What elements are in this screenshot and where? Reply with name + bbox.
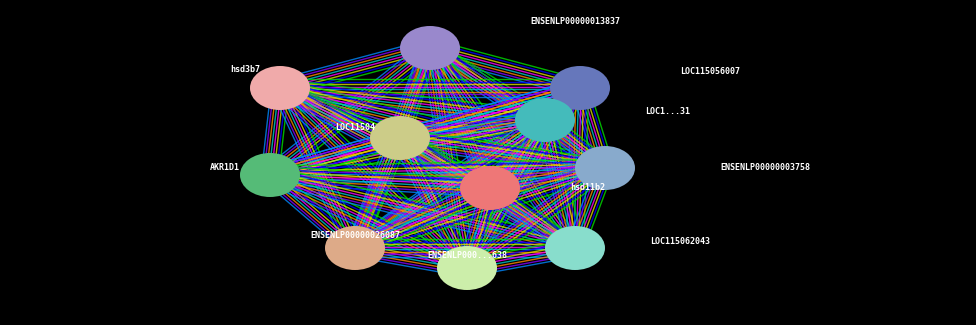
Text: ENSENLP00000003758: ENSENLP00000003758 [720,163,810,173]
Text: hsd11b2: hsd11b2 [570,184,605,192]
Text: hsd3b7: hsd3b7 [230,66,260,74]
Ellipse shape [250,66,310,110]
Ellipse shape [575,146,635,190]
Ellipse shape [370,116,430,160]
Ellipse shape [545,226,605,270]
Text: ENSENLP000...638: ENSENLP000...638 [427,252,507,261]
Ellipse shape [460,166,520,210]
Text: ENSENLP00000013837: ENSENLP00000013837 [530,18,620,27]
Text: LOC1...31: LOC1...31 [645,108,690,116]
Ellipse shape [325,226,385,270]
Ellipse shape [515,98,575,142]
Ellipse shape [400,26,460,70]
Ellipse shape [240,153,300,197]
Text: LOC11504: LOC11504 [335,124,375,133]
Text: LOC115056007: LOC115056007 [680,68,740,76]
Text: ENSENLP00000026087: ENSENLP00000026087 [310,230,400,240]
Ellipse shape [437,246,497,290]
Text: AKR1D1: AKR1D1 [210,163,240,173]
Ellipse shape [550,66,610,110]
Text: LOC115062043: LOC115062043 [650,238,710,246]
